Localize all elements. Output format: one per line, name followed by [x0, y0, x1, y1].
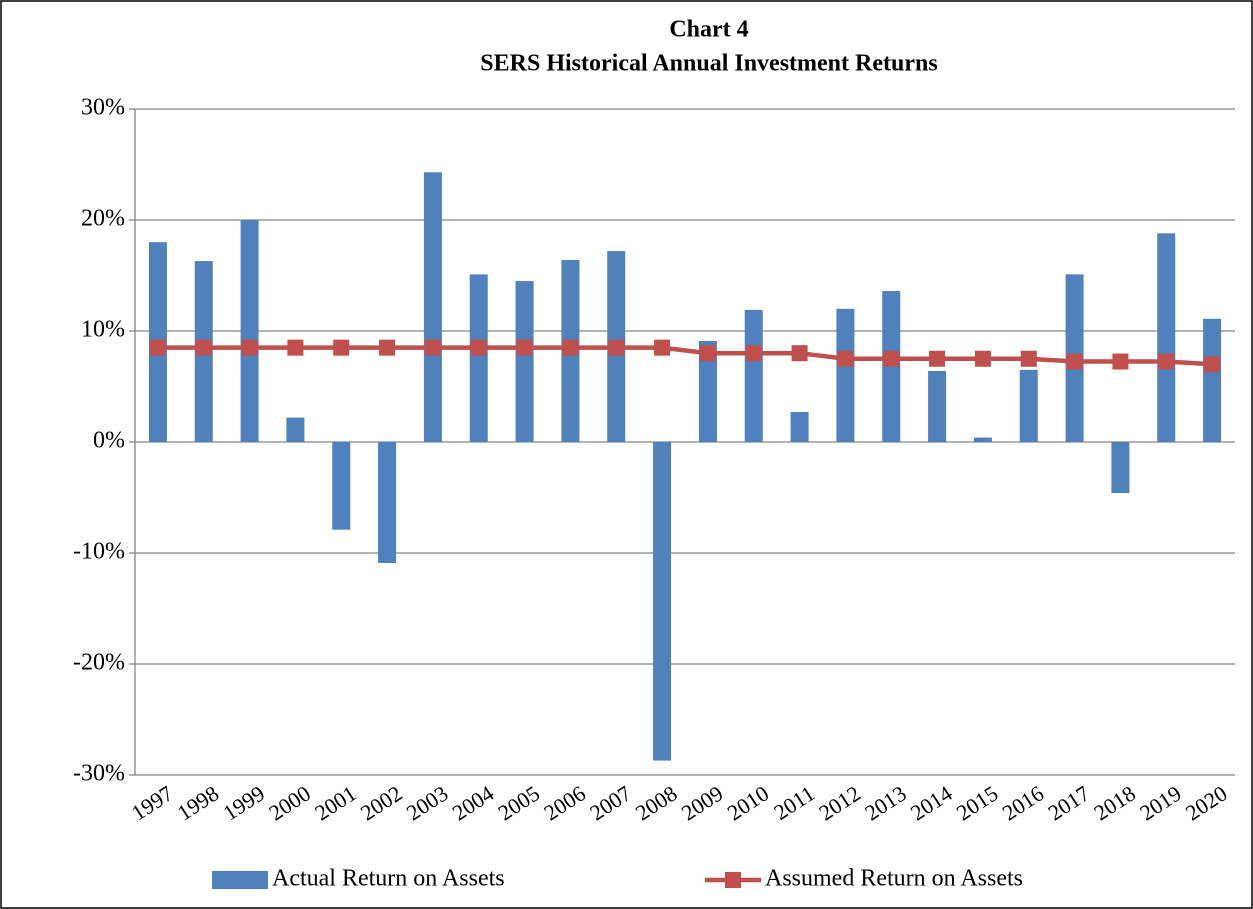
legend-label: Assumed Return on Assets [765, 866, 1023, 892]
line-marker [241, 339, 258, 356]
bar [1019, 369, 1038, 442]
bar [515, 281, 534, 442]
line-marker [974, 350, 991, 367]
line-marker [1066, 353, 1083, 370]
y-tick-label: 30% [81, 95, 125, 121]
line-marker [791, 345, 808, 362]
bar [240, 220, 259, 442]
line-marker [1204, 356, 1221, 373]
line-marker [379, 339, 396, 356]
bar [1203, 318, 1222, 442]
bar [790, 412, 809, 442]
chart-subtitle: SERS Historical Annual Investment Return… [480, 51, 937, 77]
y-tick-label: 10% [81, 317, 125, 343]
legend-swatch [725, 872, 741, 888]
line-marker [1020, 350, 1037, 367]
line-marker [424, 339, 441, 356]
y-tick-label: 0% [93, 428, 125, 454]
bar [928, 370, 947, 442]
line-marker [699, 345, 716, 362]
bar [973, 437, 992, 442]
line-marker [333, 339, 350, 356]
line-marker [287, 339, 304, 356]
line-marker [195, 339, 212, 356]
line-marker [516, 339, 533, 356]
chart-title: Chart 4 [669, 17, 748, 43]
line-marker [745, 345, 762, 362]
bar [698, 340, 717, 442]
line-marker [608, 339, 625, 356]
line-marker [929, 350, 946, 367]
bar [653, 442, 672, 761]
legend-label: Actual Return on Assets [272, 866, 505, 892]
bar [378, 442, 397, 563]
y-tick-label: -20% [73, 650, 125, 676]
bar [423, 172, 442, 442]
bar [469, 274, 488, 442]
y-tick-label: -30% [73, 761, 125, 787]
bar [1111, 442, 1130, 494]
legend-swatch [212, 871, 268, 889]
y-tick-label: 20% [81, 206, 125, 232]
line-marker [1158, 353, 1175, 370]
line-marker [654, 339, 671, 356]
bar [286, 417, 305, 442]
line-marker [470, 339, 487, 356]
y-tick-label: -10% [73, 539, 125, 565]
line-marker [149, 339, 166, 356]
line-marker [1112, 353, 1129, 370]
line-marker [837, 350, 854, 367]
bar [1157, 233, 1176, 442]
bar [836, 308, 855, 442]
line-marker [562, 339, 579, 356]
line-marker [883, 350, 900, 367]
bar [332, 442, 351, 530]
bar [744, 309, 763, 442]
